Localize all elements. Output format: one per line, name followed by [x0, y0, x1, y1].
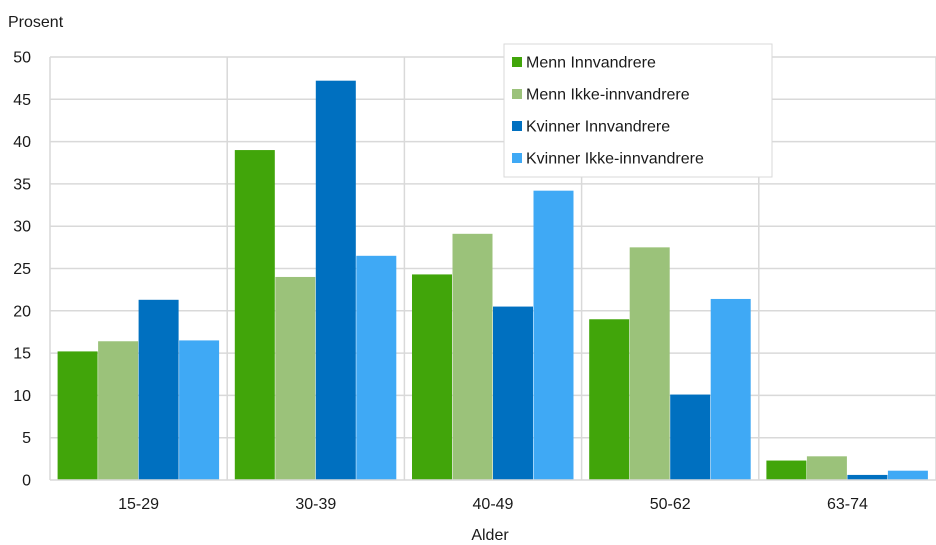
legend-swatch — [512, 57, 522, 67]
y-tick-label: 15 — [13, 346, 31, 363]
legend-swatch — [512, 121, 522, 131]
bar-40-49-0 — [412, 274, 452, 480]
x-tick-label: 63-74 — [827, 496, 868, 513]
legend-label: Kvinner Ikke-innvandrere — [526, 151, 704, 168]
bar-50-62-3 — [710, 298, 751, 480]
legend: Menn Innvandrere Menn Ikke-innvandrere Kvi… — [503, 43, 773, 178]
legend-swatch — [512, 153, 522, 163]
bars — [57, 80, 928, 481]
bar-40-49-3 — [533, 190, 574, 480]
bar-50-62-2 — [670, 394, 711, 480]
x-axis-title: Alder — [471, 527, 509, 544]
bar-40-49-2 — [493, 306, 533, 480]
legend-label: Menn Innvandrere — [526, 55, 656, 72]
bar-63-74-1 — [806, 456, 847, 480]
bar-15-29-1 — [98, 341, 139, 480]
bar-15-29-3 — [179, 340, 220, 480]
x-tick-label: 50-62 — [650, 496, 691, 513]
bar-40-49-1 — [452, 233, 493, 480]
legend-label: Kvinner Innvandrere — [526, 119, 670, 136]
y-tick-label: 10 — [13, 388, 31, 405]
y-tick-label: 35 — [13, 176, 31, 193]
y-tick-label: 40 — [13, 134, 31, 151]
tick-labels: 0 5 10 15 20 25 30 35 40 45 50 15-29 30-39 40-49 50-62… — [13, 50, 868, 514]
bar-30-39-2 — [315, 80, 356, 481]
bar-63-74-3 — [887, 470, 928, 480]
legend-box — [503, 43, 773, 178]
bar-50-62-0 — [589, 319, 630, 480]
bar-15-29-2 — [138, 299, 179, 480]
x-tick-label: 30-39 — [295, 496, 336, 513]
y-tick-label: 25 — [13, 261, 31, 278]
bar-63-74-0 — [766, 460, 807, 480]
x-tick-label: 40-49 — [473, 496, 514, 513]
y-tick-label: 5 — [22, 430, 31, 447]
bar-30-39-1 — [275, 276, 316, 480]
bar-30-39-0 — [234, 150, 275, 480]
y-tick-label: 30 — [13, 219, 31, 236]
y-tick-label: 0 — [22, 473, 31, 490]
legend-swatch — [512, 89, 522, 99]
bar-30-39-3 — [356, 255, 397, 480]
y-axis-title: Prosent — [8, 14, 64, 31]
y-tick-label: 45 — [13, 92, 31, 109]
bar-63-74-2 — [847, 474, 888, 480]
bar-15-29-0 — [57, 351, 98, 480]
y-tick-label: 20 — [13, 303, 31, 320]
y-tick-label: 50 — [13, 50, 31, 67]
bar-50-62-1 — [629, 247, 670, 480]
legend-label: Menn Ikke-innvandrere — [526, 87, 690, 104]
x-tick-label: 15-29 — [118, 496, 159, 513]
